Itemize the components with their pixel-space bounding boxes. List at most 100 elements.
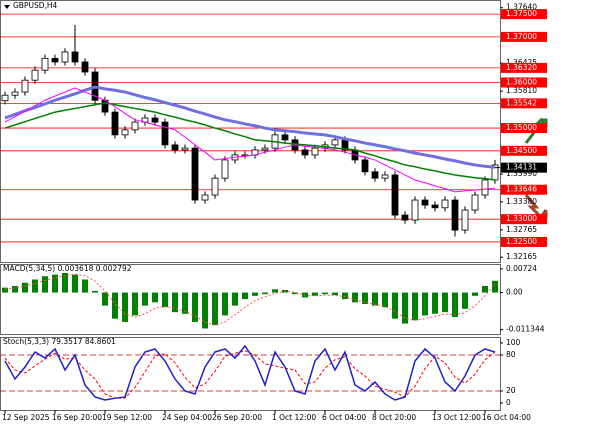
stoch-title: Stoch(5,3,3) 79.3517 84.8601: [3, 337, 116, 346]
macd-bar: [142, 292, 148, 306]
candle-body: [161, 121, 169, 146]
candle-body: [151, 117, 159, 123]
x-tick-label: 1 Oct 12:00: [272, 413, 316, 422]
level-label-box: [501, 77, 547, 88]
candle-body: [81, 61, 89, 73]
candle-body: [41, 57, 49, 71]
level-label: 1.33646: [506, 185, 537, 194]
macd-bar: [442, 292, 448, 313]
macd-bar: [2, 287, 8, 293]
macd-bar: [152, 292, 158, 303]
macd-bar: [32, 279, 38, 293]
y-tick-label: 0.00: [506, 288, 523, 297]
macd-bar: [252, 292, 258, 296]
candle-body: [221, 159, 229, 179]
stoch-k: [4, 344, 496, 401]
level-label-box: [501, 31, 547, 42]
level-label: 1.36000: [506, 77, 537, 86]
candle-body: [391, 174, 399, 216]
macd-bar: [122, 292, 128, 322]
level-label: 1.34500: [506, 146, 537, 155]
candle-body: [451, 199, 459, 231]
level-label: 1.35000: [506, 123, 537, 132]
macd-bar: [462, 292, 468, 309]
macd-bar: [172, 292, 178, 313]
macd-bar: [372, 292, 378, 306]
panel-frame: [0, 264, 501, 335]
candle-body: [441, 199, 449, 209]
moving-average: [4, 85, 496, 169]
candle-body: [211, 177, 219, 196]
candle-body: [461, 209, 469, 231]
x-tick-label: 16 Sep 20:00: [52, 413, 102, 422]
macd-bar: [432, 292, 438, 314]
macd-bar: [92, 290, 98, 293]
level-label-box: [501, 123, 547, 134]
chart-title: GBPUSD,H4: [13, 1, 58, 10]
x-tick-label: 26 Sep 20:00: [212, 413, 262, 422]
y-tick-label: 80: [506, 350, 516, 359]
macd-bar: [182, 292, 188, 314]
candle-body: [421, 199, 429, 206]
macd-bar: [452, 292, 458, 318]
x-tick-label: 13 Oct 12:00: [432, 413, 481, 422]
macd-bar: [472, 292, 478, 296]
level-label-box: [501, 214, 547, 225]
level-label: 1.33000: [506, 214, 537, 223]
candle-body: [281, 134, 289, 141]
macd-bar: [102, 292, 108, 306]
level-label: 1.32500: [506, 237, 537, 246]
macd-bar: [402, 292, 408, 324]
macd-bar: [22, 282, 28, 293]
candle-body: [21, 79, 29, 93]
macd-bar: [72, 274, 78, 293]
macd-bar: [222, 292, 228, 316]
y-tick-label: 0.00724: [506, 264, 537, 273]
x-tick-label: 24 Sep 04:00: [162, 413, 212, 422]
macd-title: MACD(5,34,5) 0.003618 0.002792: [3, 264, 132, 273]
macd-bar: [292, 292, 298, 295]
panel-frame: [0, 337, 501, 411]
y-tick-label: 1.32765: [506, 225, 537, 234]
candle-body: [201, 194, 209, 201]
level-label-box: [501, 62, 547, 73]
y-tick-label: 1.33990: [506, 169, 537, 178]
candle-body: [51, 57, 59, 63]
y-tick-label: -0.011344: [506, 325, 545, 334]
candle-body: [181, 147, 189, 151]
x-tick-label: 12 Sep 2025: [2, 413, 50, 422]
level-label-box: [501, 236, 547, 247]
moving-average: [4, 102, 496, 181]
level-label: 1.36320: [506, 63, 537, 72]
macd-bar: [12, 286, 18, 293]
macd-bar: [42, 276, 48, 293]
macd-bar: [82, 279, 88, 293]
candle-body: [301, 149, 309, 156]
level-label-box: [501, 184, 547, 195]
candle-body: [121, 129, 129, 136]
macd-bar: [362, 292, 368, 304]
macd-bar: [422, 292, 428, 316]
level-label-box: [501, 9, 547, 20]
panel-frame: [0, 0, 501, 263]
candle-body: [481, 179, 489, 196]
macd-bar: [332, 292, 338, 296]
candle-body: [171, 144, 179, 151]
x-tick-label: 8 Oct 20:00: [372, 413, 416, 422]
macd-bar: [202, 292, 208, 329]
candle-body: [361, 159, 369, 173]
candle-body: [311, 147, 319, 156]
level-label-box: [501, 145, 547, 156]
macd-bar: [342, 292, 348, 300]
y-tick-label: 1.35810: [506, 86, 537, 95]
candle-body: [1, 94, 9, 102]
macd-bar: [52, 274, 58, 293]
candle-body: [331, 139, 339, 146]
macd-bar: [232, 292, 238, 306]
x-tick-label: 19 Sep 12:00: [102, 413, 152, 422]
level-label: 1.35542: [506, 98, 537, 107]
macd-bar: [192, 292, 198, 322]
macd-bar: [112, 292, 118, 319]
